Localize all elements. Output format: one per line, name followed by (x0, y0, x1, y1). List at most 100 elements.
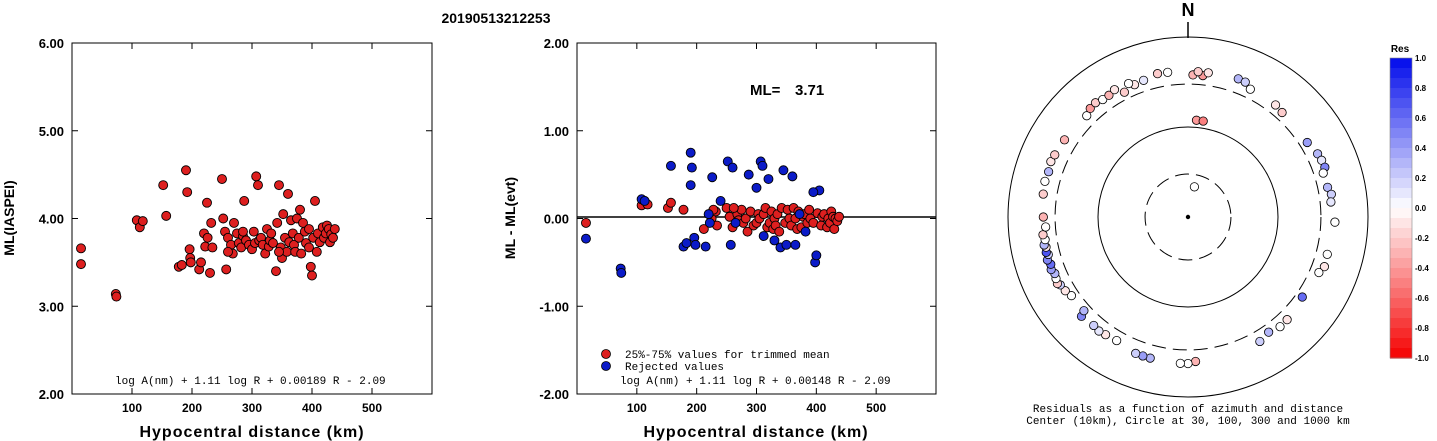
data-point (271, 266, 281, 277)
data-point (704, 217, 715, 228)
data-point (581, 233, 591, 244)
data-point (182, 187, 193, 198)
data-point (206, 217, 217, 228)
station-residual-point (1059, 135, 1070, 145)
data-point (253, 180, 263, 191)
panel2-y-axis-label: ML - ML(evt) (502, 177, 518, 259)
data-point (703, 209, 714, 220)
y-tick-label: 2.00 (544, 36, 569, 51)
data-point (207, 242, 218, 253)
data-point (758, 231, 769, 242)
colorbar-frame (1389, 57, 1413, 359)
data-point (76, 259, 86, 270)
data-point (184, 244, 195, 255)
station-residual-point (1109, 85, 1120, 95)
y-tick-label: -2.00 (539, 387, 569, 402)
station-residual-point (1318, 168, 1328, 178)
data-point (329, 224, 340, 234)
panel1-frame (71, 42, 433, 395)
station-residual-point (1322, 249, 1332, 259)
data-point (217, 174, 227, 184)
data-point (581, 217, 591, 228)
colorbar-title: Res (1391, 44, 1410, 55)
legend-rejected-marker (601, 361, 611, 371)
data-point (310, 195, 320, 206)
y-tick-label: 2.00 (39, 387, 64, 402)
data-point (794, 209, 805, 220)
station-residual-point (1297, 292, 1307, 302)
y-tick-label: 6.00 (39, 36, 64, 51)
y-tick-label: 0.00 (544, 212, 569, 227)
station-residual-point (1312, 149, 1323, 159)
colorbar-cell (1390, 278, 1412, 289)
event-id-title: 20190513212253 (441, 10, 550, 26)
colorbar-tick-label: -0.8 (1415, 324, 1429, 333)
colorbar-cell (1390, 168, 1412, 179)
data-point (181, 165, 191, 176)
x-tick-label: 500 (362, 401, 382, 415)
data-point (740, 213, 751, 224)
station-residual-point (1046, 156, 1056, 167)
station-residual-point (1326, 197, 1336, 207)
colorbar-cell (1390, 138, 1412, 149)
data-point (700, 241, 711, 252)
y-tick-label: 3.00 (39, 299, 64, 314)
distance-ring-300km (1054, 83, 1322, 351)
x-tick-label: 400 (302, 401, 322, 415)
data-point (185, 257, 196, 268)
colorbar-tick-label: 1.0 (1415, 54, 1427, 63)
data-point (681, 238, 692, 249)
data-point (158, 180, 169, 191)
data-point (690, 239, 701, 250)
data-point (728, 203, 739, 213)
panel-residual-vs-distance: 100 200 300 400 500 -2.00 -1.00 0.00 1.00 2.00 ML… (502, 36, 937, 441)
x-tick-label: 300 (746, 401, 766, 415)
station-residual-point (1098, 94, 1108, 105)
station-residual-point (1193, 67, 1203, 77)
station-residual-point (1330, 217, 1340, 227)
data-point (774, 226, 785, 237)
data-point (272, 217, 283, 228)
data-point (800, 226, 811, 237)
data-point (730, 217, 741, 228)
data-point (757, 160, 768, 171)
station-residual-point (1314, 267, 1324, 278)
station-residual-point (1050, 150, 1060, 160)
station-residual-point (1138, 75, 1149, 85)
station-residual-point (1275, 322, 1285, 332)
station-residual-point (1079, 306, 1089, 316)
data-point (305, 261, 316, 272)
colorbar-tick-label: 0.8 (1415, 84, 1427, 93)
colorbar-cell (1390, 228, 1412, 239)
data-point (727, 162, 738, 173)
station-residual-point (1190, 356, 1201, 367)
station-residual-point (1270, 100, 1281, 110)
colorbar-cell (1390, 248, 1412, 259)
data-point (715, 195, 726, 206)
station-residual-point (1040, 176, 1050, 186)
station-residual-point (1044, 167, 1054, 177)
station-residual-point (1326, 189, 1336, 199)
data-point (137, 216, 148, 227)
station-residual-point (1175, 358, 1185, 368)
colorbar-cell (1390, 158, 1412, 169)
data-point (76, 243, 86, 254)
distance-ring-100km (1097, 126, 1279, 308)
station-residual-point (1319, 262, 1329, 272)
data-point (616, 267, 627, 278)
data-point (781, 239, 792, 250)
panel-azimuth-polar: N Residuals as a function of azimuth and… (1007, 0, 1369, 428)
station-residual-point (1082, 111, 1092, 121)
station-residual-point (1264, 327, 1274, 337)
y-tick-label: 1.00 (544, 124, 569, 139)
station-residual-point (1038, 230, 1048, 240)
x-tick-label: 500 (866, 401, 886, 415)
data-point (278, 209, 289, 220)
data-point (238, 226, 248, 237)
data-point (707, 172, 718, 183)
distance-ring-30km (1144, 173, 1232, 261)
data-point (239, 195, 250, 206)
data-point (266, 228, 277, 239)
colorbar-tick-label: 0.2 (1415, 174, 1427, 183)
